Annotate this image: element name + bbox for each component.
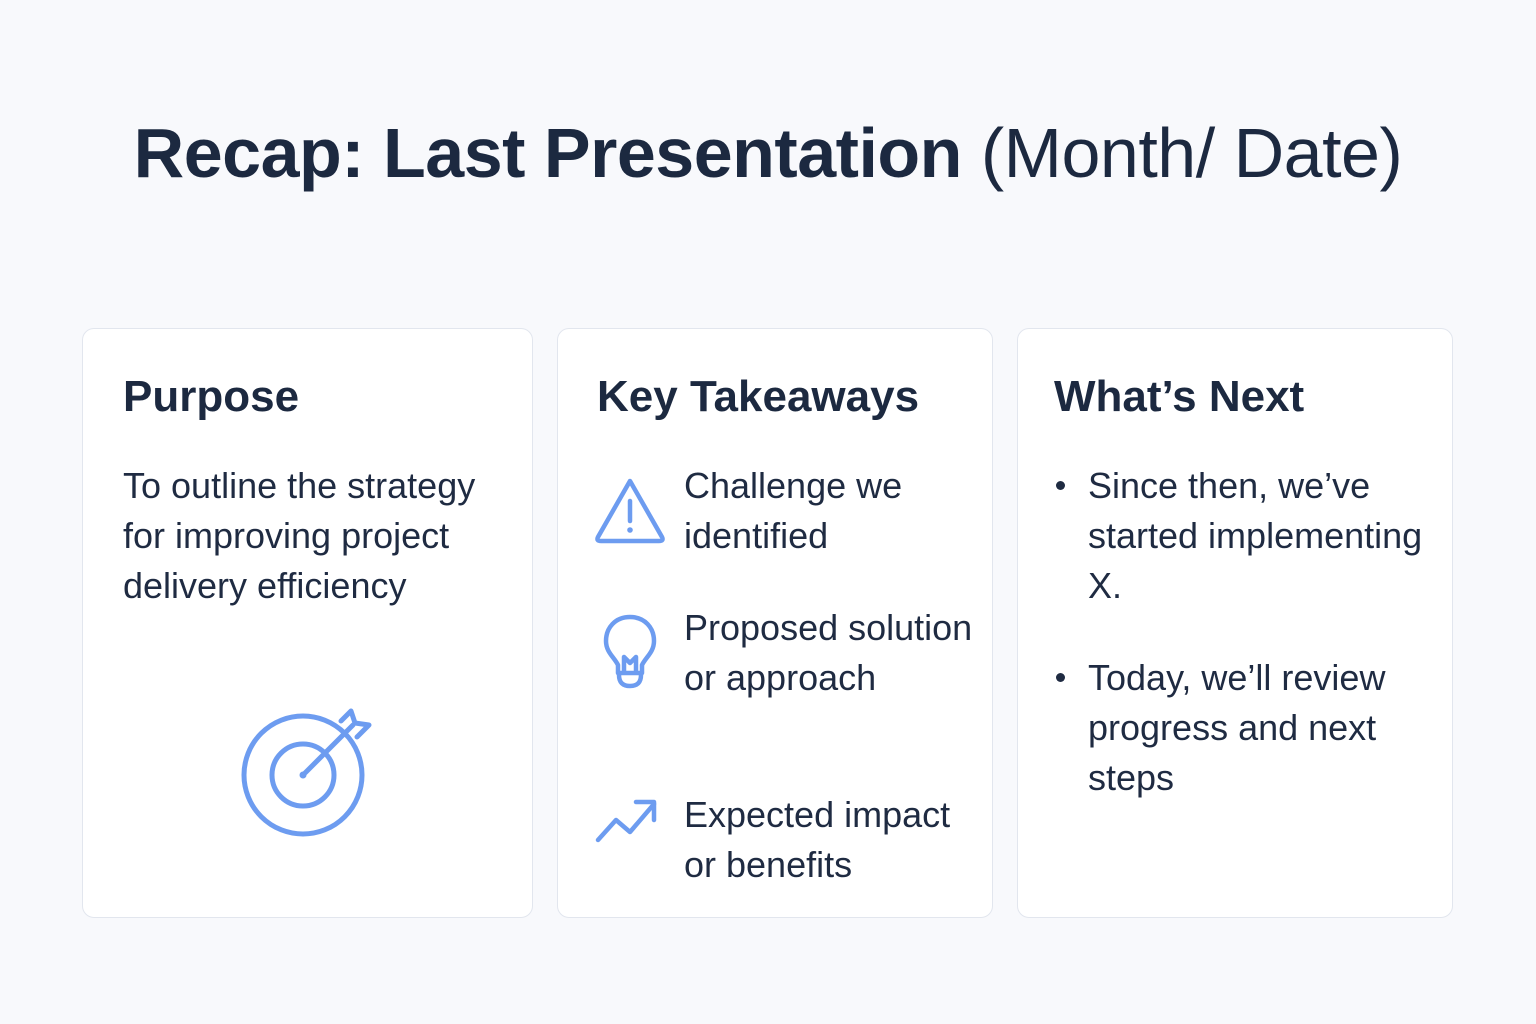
purpose-card: Purpose To outline the strategy for impr…	[82, 328, 533, 918]
whats-next-card: What’s Next Since then, we’ve started im…	[1017, 328, 1453, 918]
takeaways-card: Key Takeaways Challenge we identified Pr…	[557, 328, 993, 918]
takeaway-text: Expected impact or benefits	[684, 794, 951, 885]
title-bold: Recap: Last Presentation	[133, 114, 963, 192]
list-item-text: Since then, we’ve started implementing X…	[1088, 465, 1423, 606]
title-date: (Month/ Date)	[961, 114, 1403, 192]
purpose-text: To outline the strategy for improving pr…	[123, 465, 476, 606]
whats-next-list: Since then, we’ve started implementing X…	[1054, 461, 1434, 845]
takeaways-heading: Key Takeaways	[597, 372, 920, 421]
trend-up-arrow-icon	[595, 799, 657, 843]
target-arrow-icon	[241, 708, 372, 837]
takeaway-item-impact: Expected impact or benefits	[594, 790, 984, 920]
takeaway-item-challenge: Challenge we identified	[594, 461, 984, 591]
page-title: Recap: Last Presentation (Month/ Date)	[0, 108, 1536, 198]
list-item: Since then, we’ve started implementing X…	[1054, 461, 1434, 611]
purpose-heading: Purpose	[123, 372, 300, 421]
lightbulb-icon	[603, 614, 657, 689]
takeaway-text: Proposed solution or approach	[684, 607, 973, 698]
takeaway-text: Challenge we identified	[684, 465, 903, 556]
list-item-text: Today, we’ll review progress and next st…	[1088, 657, 1386, 798]
takeaway-item-solution: Proposed solution or approach	[594, 603, 984, 733]
bullet-dot	[1056, 481, 1065, 490]
bullet-dot	[1056, 673, 1065, 682]
list-item: Today, we’ll review progress and next st…	[1054, 653, 1434, 803]
warning-triangle-icon	[595, 478, 665, 544]
whats-next-heading: What’s Next	[1054, 372, 1305, 421]
